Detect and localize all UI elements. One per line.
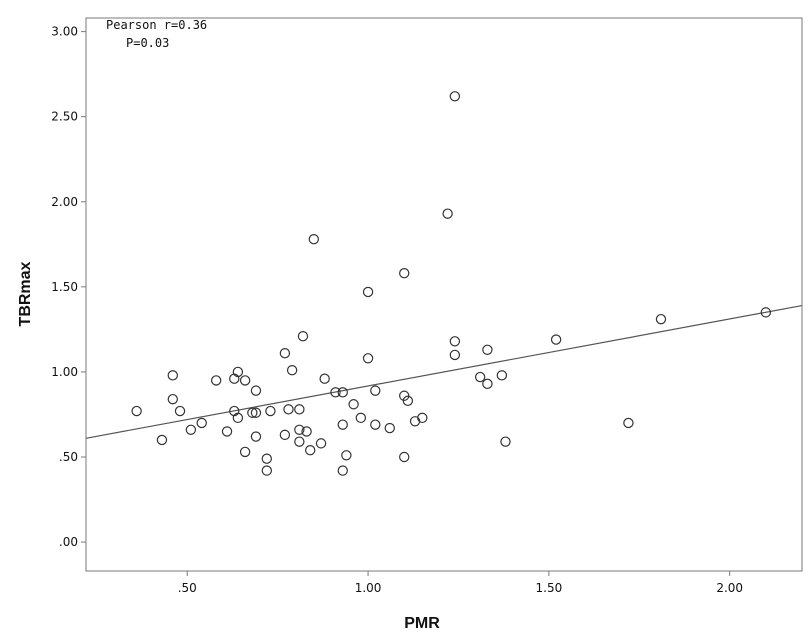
x-axis-title: PMR bbox=[404, 615, 440, 632]
data-point bbox=[247, 407, 258, 418]
data-point bbox=[655, 313, 667, 325]
annotation-pearson: Pearson r=0.36 bbox=[106, 18, 207, 32]
data-point bbox=[131, 405, 142, 417]
data-point bbox=[474, 371, 486, 383]
data-point bbox=[232, 412, 244, 424]
data-point bbox=[294, 424, 305, 435]
data-point bbox=[348, 399, 359, 410]
annotation-p-value: P=0.03 bbox=[126, 36, 169, 50]
data-point bbox=[623, 417, 634, 429]
data-point bbox=[279, 348, 291, 359]
data-point bbox=[261, 453, 273, 464]
data-point bbox=[384, 422, 395, 434]
data-point bbox=[261, 465, 273, 476]
data-point bbox=[362, 353, 374, 364]
data-point bbox=[402, 395, 414, 407]
data-point bbox=[294, 404, 305, 415]
data-point bbox=[362, 286, 374, 298]
data-point bbox=[337, 419, 348, 430]
y-tick-label: 2.50 bbox=[51, 110, 78, 124]
data-point bbox=[760, 307, 772, 318]
data-point bbox=[167, 370, 178, 381]
data-point bbox=[370, 385, 381, 396]
y-tick-label: 2.00 bbox=[51, 195, 78, 209]
data-point bbox=[239, 446, 251, 458]
x-tick-label: .50 bbox=[178, 581, 197, 595]
data-point bbox=[319, 373, 330, 384]
data-point bbox=[279, 429, 291, 441]
plot-frame bbox=[85, 17, 803, 572]
x-axis-ticks: .50 1.00 1.50 2.00 bbox=[178, 571, 743, 595]
data-point bbox=[196, 417, 207, 429]
data-point bbox=[174, 405, 186, 417]
data-point bbox=[482, 378, 493, 390]
y-tick-label: .50 bbox=[59, 450, 78, 464]
data-point bbox=[417, 412, 428, 424]
data-point bbox=[337, 387, 348, 398]
data-point bbox=[297, 330, 309, 342]
data-point bbox=[449, 91, 461, 102]
y-tick-label: .00 bbox=[59, 535, 78, 549]
data-point bbox=[337, 465, 348, 476]
data-point bbox=[496, 370, 508, 381]
data-point bbox=[500, 436, 511, 447]
data-point bbox=[239, 375, 251, 386]
x-tick-label: 2.00 bbox=[716, 581, 743, 595]
data-point bbox=[330, 387, 341, 398]
data-point bbox=[167, 393, 178, 405]
data-point bbox=[283, 404, 294, 415]
data-point bbox=[210, 375, 222, 386]
data-point bbox=[370, 419, 381, 430]
data-point bbox=[156, 434, 168, 446]
y-axis-ticks: .00 .50 1.00 1.50 2.00 2.50 3.00 bbox=[51, 25, 86, 549]
data-point bbox=[250, 407, 262, 418]
data-points bbox=[131, 91, 772, 476]
data-point bbox=[185, 424, 197, 435]
data-point bbox=[355, 412, 367, 424]
regression-line bbox=[85, 304, 803, 439]
data-point bbox=[449, 336, 461, 347]
data-point bbox=[305, 444, 316, 456]
y-axis-title: TBRmax bbox=[17, 261, 34, 326]
data-point bbox=[250, 385, 262, 396]
data-point bbox=[301, 426, 312, 437]
y-tick-label: 3.00 bbox=[51, 25, 78, 39]
data-point bbox=[232, 366, 244, 378]
data-point bbox=[442, 208, 453, 219]
data-point bbox=[294, 436, 305, 447]
data-point bbox=[341, 450, 352, 461]
data-point bbox=[315, 438, 327, 449]
y-tick-label: 1.50 bbox=[51, 280, 78, 294]
data-point bbox=[399, 268, 410, 279]
data-point bbox=[250, 431, 262, 442]
data-point bbox=[482, 344, 493, 355]
x-tick-label: 1.50 bbox=[536, 581, 563, 595]
y-tick-label: 1.00 bbox=[51, 365, 78, 379]
data-point bbox=[449, 349, 461, 361]
data-point bbox=[265, 405, 276, 417]
data-point bbox=[399, 451, 410, 463]
data-point bbox=[550, 334, 562, 345]
data-point bbox=[308, 233, 320, 245]
data-point bbox=[221, 426, 233, 437]
x-tick-label: 1.00 bbox=[355, 581, 382, 595]
data-point bbox=[286, 365, 298, 376]
